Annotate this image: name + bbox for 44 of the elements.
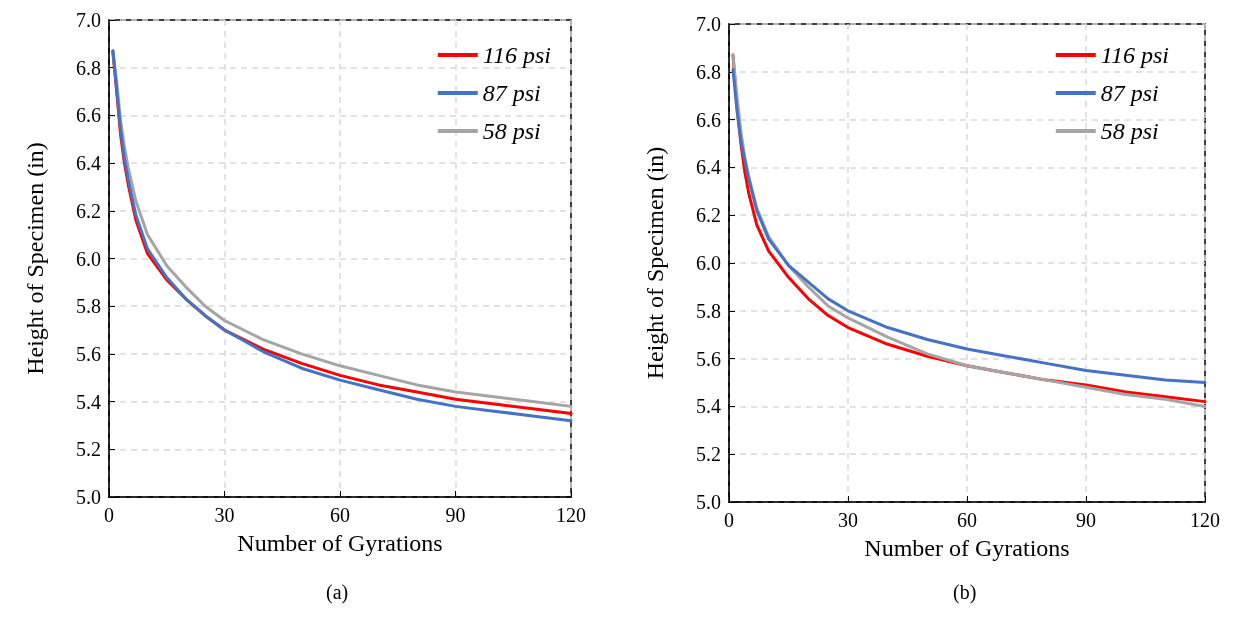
y-tick-label: 5.0 bbox=[696, 491, 721, 513]
y-tick-label: 6.4 bbox=[76, 152, 101, 175]
legend-label: 87 psi bbox=[1100, 80, 1159, 106]
legend-label: 116 psi bbox=[482, 42, 552, 68]
y-tick-label: 5.4 bbox=[696, 395, 721, 418]
y-tick-label: 6.2 bbox=[76, 199, 101, 222]
text: (b) bbox=[953, 581, 977, 604]
y-tick-label: 6.4 bbox=[696, 156, 721, 179]
text: (a) bbox=[326, 581, 349, 604]
x-tick-label: 30 bbox=[838, 509, 858, 531]
y-tick-label: 5.8 bbox=[76, 295, 101, 318]
y-tick-label: 6.8 bbox=[76, 56, 101, 79]
legend-label: 116 psi bbox=[1100, 42, 1170, 68]
y-tick-label: 6.8 bbox=[696, 60, 721, 83]
y-tick-label: 7.0 bbox=[76, 9, 101, 31]
legend-label: 58 psi bbox=[1100, 118, 1159, 144]
x-tick-label: 0 bbox=[104, 504, 114, 526]
y-tick-label: 6.6 bbox=[696, 108, 721, 131]
y-tick-label: 6.0 bbox=[696, 252, 721, 274]
x-tick-label: 30 bbox=[214, 504, 235, 526]
y-tick-label: 5.2 bbox=[696, 443, 721, 466]
x-tick-label: 120 bbox=[1190, 509, 1220, 531]
x-tick-label: 60 bbox=[957, 509, 977, 531]
x-tick-label: 0 bbox=[724, 509, 734, 531]
y-tick-label: 5.2 bbox=[76, 438, 101, 461]
x-tick-label: 90 bbox=[1076, 509, 1096, 531]
x-axis-title: Number of Gyrations bbox=[237, 530, 443, 556]
x-tick-label: 60 bbox=[330, 504, 350, 526]
y-tick-label: 5.4 bbox=[76, 390, 101, 413]
x-tick-label: 90 bbox=[445, 504, 466, 526]
y-tick-label: 5.0 bbox=[76, 486, 101, 508]
legend-label: 87 psi bbox=[482, 80, 541, 106]
y-tick-label: 5.6 bbox=[696, 347, 721, 370]
y-tick-label: 5.6 bbox=[76, 342, 101, 365]
y-tick-label: 5.8 bbox=[696, 299, 721, 322]
x-axis-title: Number of Gyrations bbox=[864, 535, 1070, 561]
y-tick-label: 6.6 bbox=[76, 104, 101, 127]
y-tick-label: 7.0 bbox=[696, 13, 721, 35]
x-tick-label: 120 bbox=[556, 504, 586, 526]
y-tick-label: 6.0 bbox=[76, 247, 101, 270]
legend-label: 58 psi bbox=[482, 118, 541, 144]
y-axis-title: Height of Specimen (in) bbox=[642, 146, 668, 380]
y-tick-label: 6.2 bbox=[696, 204, 721, 227]
y-axis-title: Height of Specimen (in) bbox=[22, 142, 48, 375]
